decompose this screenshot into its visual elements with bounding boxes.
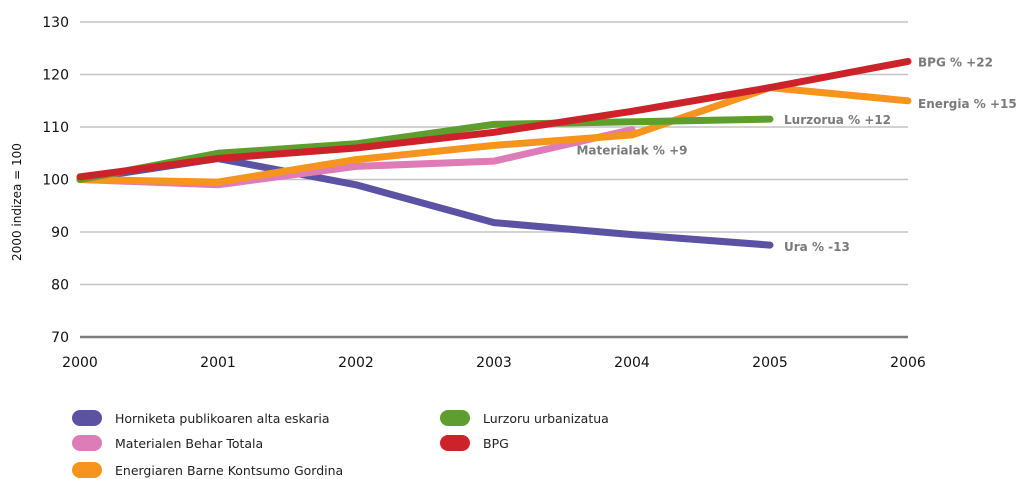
y-tick-label: 90 — [51, 225, 69, 241]
y-tick-label: 110 — [42, 120, 69, 136]
x-tick-label: 2000 — [62, 355, 98, 371]
legend-label: Energiaren Barne Kontsumo Gordina — [115, 462, 344, 478]
end-labels: Ura % -13 Materialak % +9 Energia % +15 Lur… — [576, 55, 1016, 254]
x-tick-label: 2005 — [752, 355, 788, 371]
series-end-label: Lurzorua % +12 — [784, 113, 891, 127]
y-tick-labels: 70 80 90 100 110 120 130 — [42, 15, 69, 346]
legend-swatch — [72, 435, 102, 451]
legend-label: Horniketa publikoaren alta eskaria — [115, 410, 330, 426]
line-chart: 2000 indizea = 100 70 80 90 100 110 120 130 20… — [10, 15, 1017, 371]
legend-swatch — [72, 410, 102, 426]
y-tick-label: 100 — [42, 173, 69, 189]
legend-label: Materialen Behar Totala — [115, 435, 264, 451]
x-tick-label: 2001 — [200, 355, 236, 371]
legend-item-water: Horniketa publikoaren alta eskaria — [72, 408, 330, 428]
y-tick-label: 80 — [51, 278, 69, 294]
legend-item-gdp: BPG — [440, 433, 509, 453]
y-tick-label: 70 — [51, 330, 69, 346]
legend: Horniketa publikoaren alta eskaria Mater… — [72, 405, 692, 479]
legend-swatch — [440, 410, 470, 426]
x-tick-label: 2002 — [338, 355, 374, 371]
legend-label: BPG — [483, 435, 509, 451]
x-tick-label: 2003 — [476, 355, 512, 371]
series-end-label: Materialak % +9 — [576, 144, 687, 158]
series-end-label: BPG % +22 — [918, 55, 993, 69]
series-line-land — [76, 115, 774, 183]
x-tick-label: 2006 — [890, 355, 926, 371]
x-tick-labels: 2000 2001 2002 2003 2004 2005 2006 — [62, 355, 926, 371]
series-line-gdp — [76, 57, 912, 181]
y-axis-label: 2000 indizea = 100 — [10, 143, 24, 261]
series-end-label: Ura % -13 — [784, 240, 850, 254]
legend-item-land: Lurzoru urbanizatua — [440, 408, 609, 428]
legend-swatch — [440, 435, 470, 451]
y-tick-label: 120 — [42, 68, 69, 84]
x-tick-label: 2004 — [614, 355, 650, 371]
y-tick-label: 130 — [42, 15, 69, 31]
series-lines — [76, 57, 912, 249]
series-end-label: Energia % +15 — [918, 97, 1017, 111]
legend-item-materials: Materialen Behar Totala — [72, 433, 263, 453]
legend-swatch — [72, 462, 102, 478]
legend-item-energy: Energiaren Barne Kontsumo Gordina — [72, 460, 343, 479]
legend-label: Lurzoru urbanizatua — [483, 410, 609, 426]
